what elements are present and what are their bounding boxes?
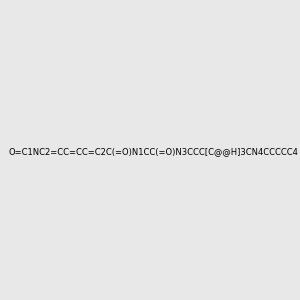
Text: O=C1NC2=CC=CC=C2C(=O)N1CC(=O)N3CCC[C@@H]3CN4CCCCC4: O=C1NC2=CC=CC=C2C(=O)N1CC(=O)N3CCC[C@@H]… — [9, 147, 299, 156]
